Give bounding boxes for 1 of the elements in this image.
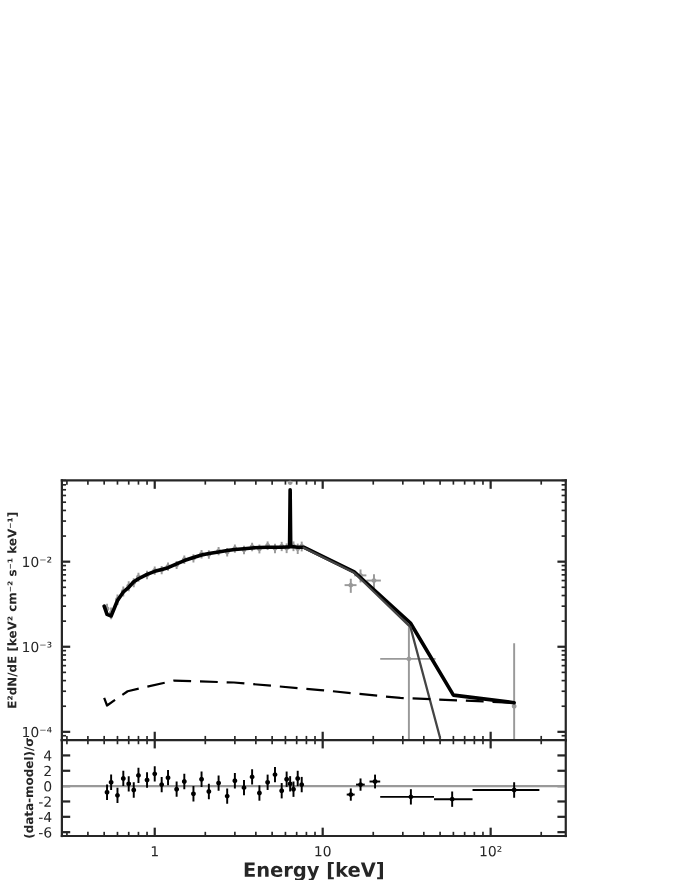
- x-axis-title: Energy [keV]: [244, 861, 383, 880]
